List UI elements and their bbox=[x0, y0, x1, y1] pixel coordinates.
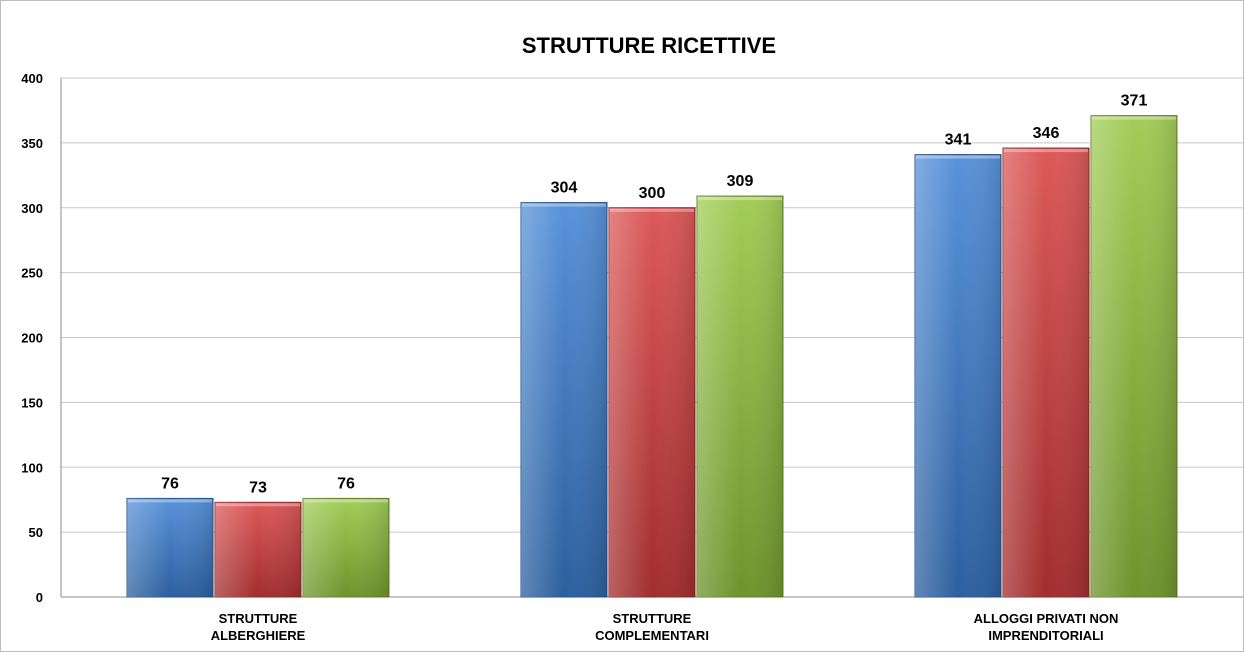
x-category-label: ALBERGHIERE bbox=[211, 628, 306, 643]
x-category-label: STRUTTURE bbox=[613, 611, 692, 626]
data-label: 76 bbox=[161, 475, 179, 492]
bar-gloss bbox=[303, 498, 389, 597]
data-labels: 76 73 76 304 300 309 341 346 371 bbox=[161, 93, 1147, 497]
bars bbox=[126, 115, 1178, 598]
y-tick-label: 400 bbox=[21, 71, 43, 86]
data-label: 304 bbox=[551, 180, 578, 197]
x-axis-categories: STRUTTURE ALBERGHIERE STRUTTURE COMPLEMENTA… bbox=[211, 611, 1119, 643]
chart-title: STRUTTURE RICETTIVE bbox=[522, 33, 776, 58]
bar-highlight bbox=[610, 208, 694, 212]
x-category-label: COMPLEMENTARI bbox=[595, 628, 709, 643]
y-tick-label: 250 bbox=[21, 266, 43, 281]
bar-gloss bbox=[215, 502, 301, 597]
data-label: 76 bbox=[337, 475, 355, 492]
bar-gloss bbox=[521, 202, 607, 597]
bar-highlight bbox=[698, 197, 782, 201]
bar-gloss bbox=[609, 207, 695, 597]
bar-highlight bbox=[1092, 116, 1176, 120]
y-tick-label: 0 bbox=[36, 590, 43, 605]
y-axis-ticks: 0 50 100 150 200 250 300 350 400 bbox=[21, 71, 43, 605]
bar-highlight bbox=[1004, 149, 1088, 153]
bar-highlight bbox=[916, 155, 1000, 159]
x-category-label: ALLOGGI PRIVATI NON bbox=[974, 611, 1119, 626]
bar-gloss bbox=[915, 154, 1001, 598]
x-category-label: IMPRENDITORIALI bbox=[988, 628, 1103, 643]
data-label: 300 bbox=[639, 185, 666, 202]
data-label: 346 bbox=[1033, 125, 1060, 142]
bar-highlight bbox=[304, 499, 388, 503]
y-tick-label: 50 bbox=[29, 525, 43, 540]
x-category-label: STRUTTURE bbox=[219, 611, 298, 626]
bar-gloss bbox=[697, 196, 783, 597]
bar-highlight bbox=[128, 499, 212, 503]
data-label: 371 bbox=[1121, 93, 1148, 110]
bar-gloss bbox=[1003, 148, 1089, 597]
bar-highlight bbox=[216, 503, 300, 507]
y-tick-label: 300 bbox=[21, 201, 43, 216]
data-label: 341 bbox=[945, 132, 972, 149]
bar-gloss bbox=[1091, 115, 1177, 597]
y-tick-label: 200 bbox=[21, 331, 43, 346]
data-label: 73 bbox=[249, 479, 267, 496]
y-tick-label: 100 bbox=[21, 460, 43, 475]
bar-highlight bbox=[522, 203, 606, 207]
data-label: 309 bbox=[727, 173, 754, 190]
bar-gloss bbox=[127, 498, 213, 597]
y-tick-label: 350 bbox=[21, 136, 43, 151]
y-tick-label: 150 bbox=[21, 395, 43, 410]
